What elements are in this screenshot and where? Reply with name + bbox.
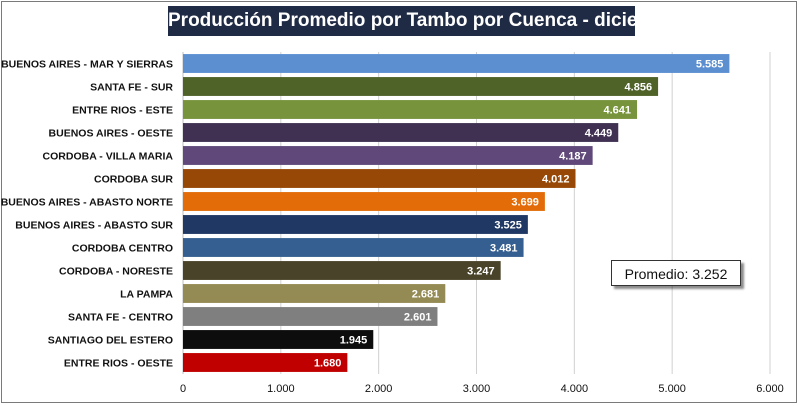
category-label: SANTA FE - SUR	[90, 82, 173, 94]
bar	[183, 77, 659, 96]
category-label: CORDOBA - NORESTE	[59, 266, 173, 278]
x-tick-label: 4.000	[561, 383, 589, 395]
value-label: 2.601	[404, 312, 432, 324]
bar	[183, 54, 730, 73]
average-annotation: Promedio: 3.252	[611, 260, 741, 286]
value-label: 4.641	[604, 105, 632, 117]
bar	[183, 330, 374, 349]
bar	[183, 169, 576, 188]
bar	[183, 238, 524, 257]
category-label: BUENOS AIRES - MAR Y SIERRAS	[1, 59, 173, 71]
bar	[183, 353, 348, 372]
value-label: 3.247	[467, 266, 495, 278]
bar	[183, 146, 593, 165]
x-tick-label: 2.000	[365, 383, 393, 395]
value-label: 2.681	[412, 289, 440, 301]
value-label: 4.449	[585, 128, 613, 140]
bar	[183, 215, 528, 234]
value-label: 4.187	[559, 151, 587, 163]
value-label: 1.680	[314, 358, 342, 370]
category-label: BUENOS AIRES - ABASTO SUR	[15, 220, 173, 232]
category-label: BUENOS AIRES - OESTE	[49, 128, 173, 140]
value-label: 3.699	[511, 197, 539, 209]
bar	[183, 192, 545, 211]
x-tick-label: 1.000	[267, 383, 295, 395]
category-label: BUENOS AIRES - ABASTO NORTE	[1, 197, 173, 209]
x-tick-label: 5.000	[658, 383, 686, 395]
bar	[183, 123, 619, 142]
value-label: 1.945	[340, 335, 368, 347]
bar	[183, 261, 501, 280]
chart-title: Producción Promedio por Tambo por Cuenca…	[168, 6, 731, 36]
category-label: SANTA FE - CENTRO	[68, 312, 173, 324]
category-label: CORDOBA CENTRO	[72, 243, 173, 255]
x-tick-label: 3.000	[463, 383, 491, 395]
category-label: CORDOBA - VILLA MARIA	[43, 151, 174, 163]
value-label: 4.856	[625, 82, 653, 94]
value-label: 3.481	[490, 243, 518, 255]
category-label: LA PAMPA	[120, 289, 173, 301]
category-label: ENTRE RIOS - OESTE	[64, 358, 173, 370]
value-label: 4.012	[542, 174, 570, 186]
x-tick-label: 0	[180, 383, 186, 395]
x-tick-label: 6.000	[756, 383, 784, 395]
bar	[183, 307, 438, 326]
value-label: 3.525	[494, 220, 522, 232]
category-label: SANTIAGO DEL ESTERO	[48, 335, 173, 347]
category-label: CORDOBA SUR	[94, 174, 173, 186]
value-label: 5.585	[696, 59, 724, 71]
category-label: ENTRE RIOS - ESTE	[72, 105, 173, 117]
bar	[183, 100, 638, 119]
bar	[183, 284, 446, 303]
